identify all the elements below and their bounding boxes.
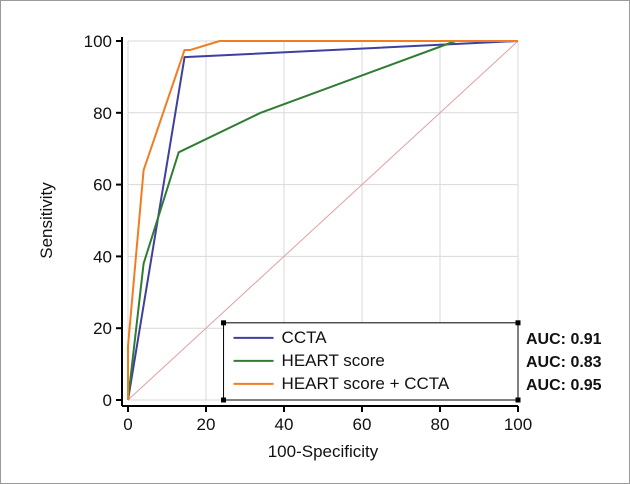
legend-corner-handle (221, 320, 227, 326)
x-tick-label: 40 (275, 415, 294, 434)
series-line-ccta (127, 40, 519, 401)
reference-diagonal (127, 40, 519, 401)
y-tick-label: 0 (103, 391, 112, 410)
x-tick-label: 80 (431, 415, 450, 434)
y-tick-label: 80 (93, 104, 112, 123)
legend-corner-handle (515, 397, 521, 403)
y-tick-label: 40 (93, 247, 112, 266)
y-axis-title: Sensitivity (37, 182, 56, 259)
auc-label: AUC: 0.91 (526, 331, 602, 348)
legend: CCTA HEART score HEART score + CCTA (221, 320, 521, 403)
legend-corner-handle (515, 320, 521, 326)
auc-label: AUC: 0.95 (526, 377, 602, 394)
series-line-heart-score-ccta (127, 40, 518, 400)
legend-label: CCTA (282, 328, 328, 347)
y-tick-label: 100 (84, 32, 112, 51)
x-axis-title: 100-Specificity (268, 442, 379, 461)
legend-corner-handle (221, 397, 227, 403)
y-tick-label: 20 (93, 319, 112, 338)
axes (116, 37, 519, 412)
series-group (127, 40, 519, 401)
legend-label: HEART score + CCTA (282, 374, 450, 393)
tick-labels: 0 20 40 60 80 100 0 20 40 60 80 100 (84, 32, 533, 434)
auc-labels: AUC: 0.91 AUC: 0.83 AUC: 0.95 (526, 331, 602, 394)
x-tick-label: 20 (197, 415, 216, 434)
x-tick-label: 100 (504, 415, 532, 434)
legend-label: HEART score (282, 351, 385, 370)
auc-label: AUC: 0.83 (526, 354, 602, 371)
x-tick-label: 60 (353, 415, 372, 434)
x-tick-label: 0 (123, 415, 132, 434)
y-tick-label: 60 (93, 176, 112, 195)
